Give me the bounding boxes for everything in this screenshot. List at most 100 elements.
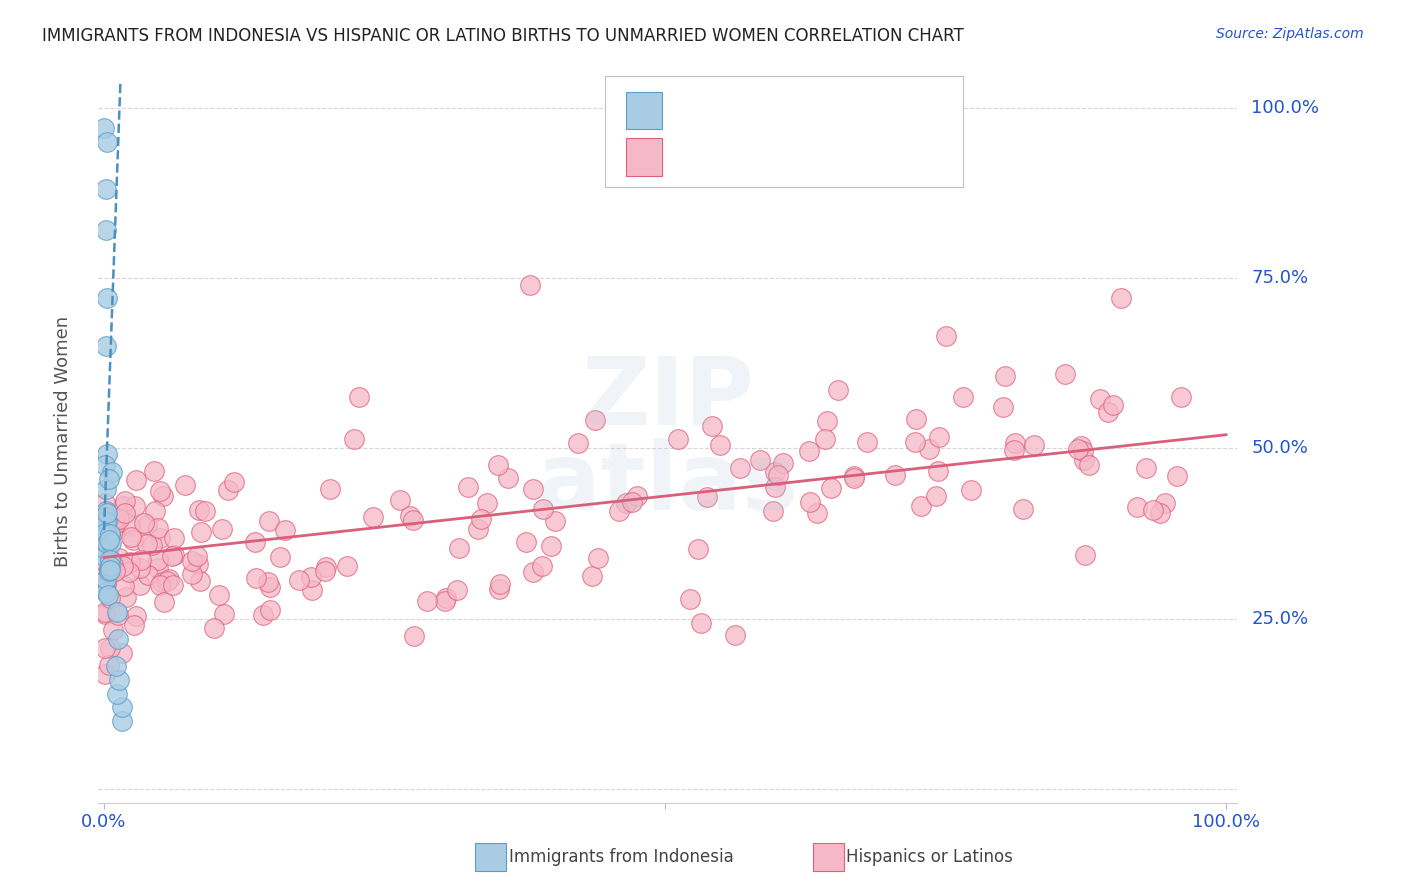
- Point: [1170, 390, 1192, 404]
- Point: [122, 617, 145, 632]
- Point: [884, 467, 907, 482]
- Point: [104, 517, 127, 532]
- Point: [689, 616, 711, 631]
- Point: [319, 483, 342, 497]
- Point: [114, 590, 136, 604]
- Point: [728, 460, 751, 475]
- Point: [621, 495, 644, 509]
- Point: [96, 510, 118, 524]
- Point: [1071, 444, 1094, 458]
- Point: [124, 499, 146, 513]
- Point: [1090, 392, 1112, 406]
- Point: [98, 591, 121, 605]
- Y-axis label: Births to Unmarried Women: Births to Unmarried Women: [53, 316, 72, 567]
- Point: [1053, 367, 1076, 381]
- Point: [94, 563, 117, 577]
- Point: [98, 526, 121, 541]
- Point: [94, 526, 117, 541]
- Point: [434, 594, 457, 608]
- Point: [301, 582, 323, 597]
- Point: [103, 558, 125, 572]
- Point: [583, 413, 606, 427]
- Point: [488, 582, 510, 596]
- Point: [96, 135, 118, 149]
- Point: [245, 570, 267, 584]
- Point: [94, 541, 117, 556]
- Point: [118, 565, 141, 579]
- Point: [111, 559, 134, 574]
- Point: [1073, 548, 1095, 562]
- Point: [772, 456, 794, 470]
- Point: [1142, 503, 1164, 517]
- Point: [343, 432, 366, 446]
- Point: [180, 554, 202, 568]
- Point: [607, 504, 630, 518]
- Point: [806, 506, 828, 520]
- Point: [299, 569, 322, 583]
- Point: [1109, 292, 1132, 306]
- Point: [827, 383, 849, 397]
- Point: [100, 553, 122, 567]
- Point: [94, 514, 117, 528]
- Point: [269, 549, 291, 564]
- Point: [129, 577, 152, 591]
- Point: [146, 553, 169, 567]
- Point: [148, 561, 170, 575]
- Point: [97, 588, 120, 602]
- Point: [150, 575, 173, 590]
- Point: [1149, 506, 1171, 520]
- Point: [181, 566, 204, 581]
- Point: [104, 564, 127, 578]
- Point: [118, 555, 141, 569]
- Point: [190, 525, 212, 540]
- Point: [211, 522, 233, 536]
- Point: [107, 632, 129, 647]
- Point: [748, 452, 770, 467]
- Point: [927, 464, 949, 478]
- Point: [104, 524, 127, 538]
- Point: [252, 607, 274, 622]
- Point: [799, 443, 821, 458]
- Point: [96, 585, 118, 599]
- Point: [666, 432, 689, 446]
- Point: [567, 435, 589, 450]
- Point: [93, 541, 115, 555]
- Point: [94, 641, 117, 656]
- Point: [94, 582, 117, 596]
- Point: [763, 465, 786, 479]
- Point: [486, 458, 509, 472]
- Text: R =: R =: [671, 147, 716, 167]
- Point: [820, 481, 842, 495]
- Point: [98, 472, 121, 486]
- Point: [404, 629, 426, 643]
- Point: [98, 553, 121, 567]
- Point: [1077, 458, 1099, 472]
- Point: [1011, 502, 1033, 516]
- Point: [765, 480, 787, 494]
- Point: [259, 580, 281, 594]
- Point: [222, 475, 245, 489]
- Point: [814, 432, 837, 446]
- Point: [515, 535, 537, 549]
- Point: [799, 494, 821, 508]
- Point: [724, 627, 747, 641]
- Point: [152, 489, 174, 503]
- Point: [97, 562, 120, 576]
- Point: [904, 435, 927, 450]
- Point: [212, 607, 235, 621]
- Point: [149, 532, 172, 546]
- Point: [153, 595, 176, 609]
- Text: 100.0%: 100.0%: [1251, 98, 1319, 117]
- Point: [993, 400, 1015, 414]
- Point: [844, 469, 866, 483]
- Point: [186, 549, 208, 564]
- Point: [94, 483, 117, 497]
- Point: [94, 577, 117, 591]
- Point: [470, 512, 492, 526]
- Text: 42: 42: [815, 101, 852, 120]
- Point: [257, 514, 280, 528]
- Point: [94, 339, 117, 353]
- Point: [135, 517, 157, 532]
- Point: [399, 509, 422, 524]
- Point: [96, 535, 118, 549]
